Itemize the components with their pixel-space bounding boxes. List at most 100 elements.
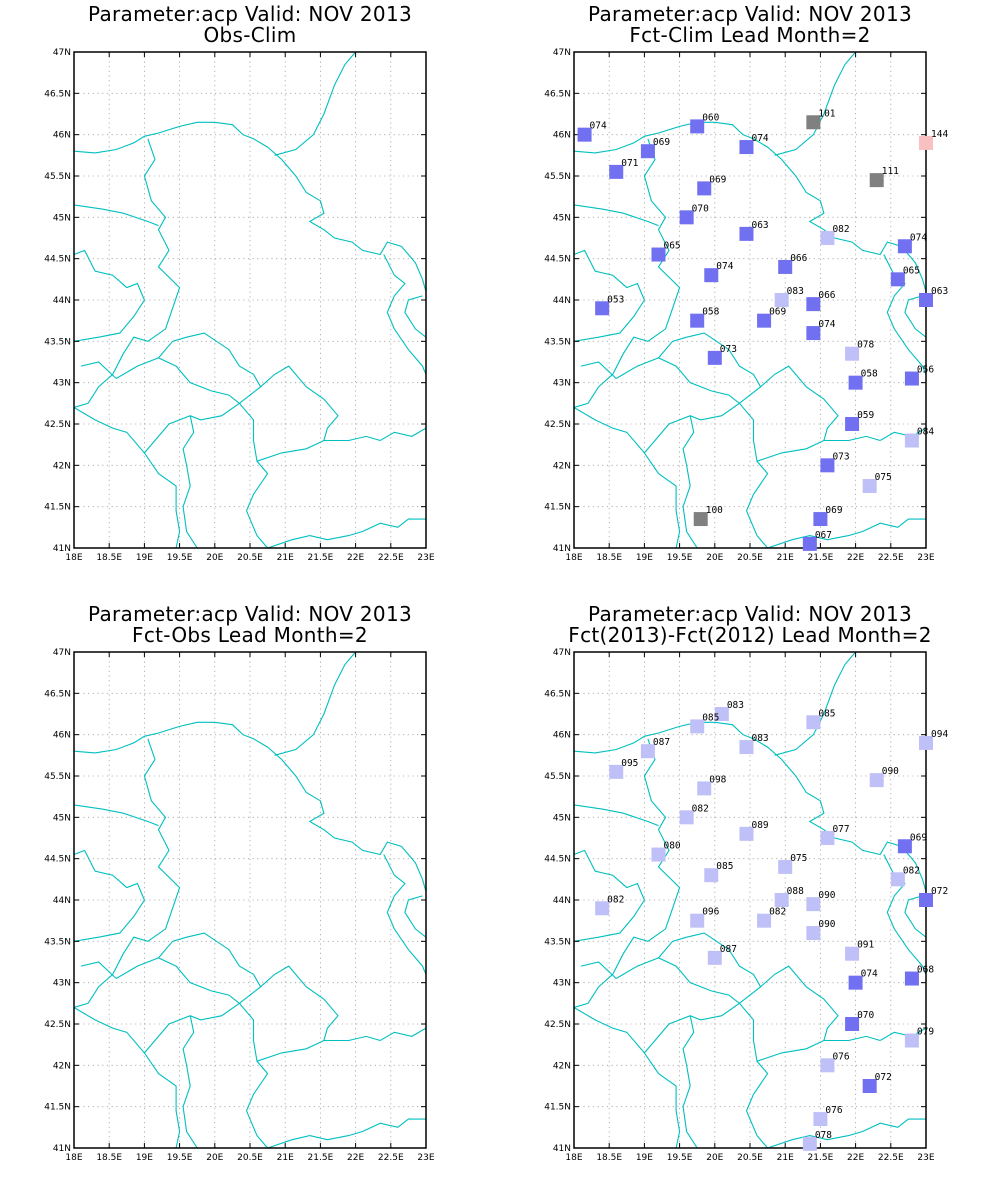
- border-line: [238, 1002, 269, 1148]
- station-marker: [820, 231, 835, 245]
- panel-title: Parameter:acp Valid: NOV 2013: [587, 2, 913, 26]
- station-value-label: 068: [917, 965, 934, 976]
- border-line: [658, 932, 762, 988]
- station-marker: [919, 735, 933, 750]
- border-line: [574, 1007, 681, 1148]
- map-panel-fct-obs: Parameter:acp Valid: NOV 2013 Fct-Obs Le…: [0, 600, 500, 1200]
- station-value-label: 070: [857, 1010, 874, 1021]
- station-value-label: 090: [882, 766, 899, 777]
- station-value-label: 089: [751, 820, 768, 831]
- lon-tick-label: 21.5E: [808, 1153, 834, 1163]
- border-line: [904, 895, 926, 938]
- country-borders: [74, 652, 426, 1148]
- station-marker: [904, 971, 919, 986]
- station-value-label: 100: [706, 505, 723, 516]
- station-marker: [609, 764, 624, 779]
- lat-tick-label: 46.5N: [544, 89, 571, 99]
- station-marker: [806, 926, 821, 941]
- station-value-label: 098: [709, 774, 726, 785]
- lon-tick-label: 19.5E: [167, 1153, 193, 1163]
- station-value-label: 090: [818, 919, 835, 930]
- station-marker: [904, 433, 919, 448]
- lat-tick-label: 46N: [553, 731, 571, 741]
- station-value-label: 082: [692, 803, 709, 814]
- station-value-label: 076: [825, 1105, 842, 1116]
- station-marker: [897, 239, 912, 254]
- station-value-label: 082: [607, 894, 624, 905]
- station-value-label: 078: [857, 340, 874, 351]
- station-marker: [848, 375, 863, 390]
- station-value-label: 065: [903, 265, 920, 276]
- border-line: [574, 721, 926, 892]
- station-value-label: 082: [903, 865, 920, 876]
- station-value-label: 082: [769, 907, 786, 918]
- border-line: [574, 738, 681, 1009]
- station-marker: [845, 346, 860, 361]
- lon-tick-label: 20.5E: [737, 1153, 763, 1163]
- border-line: [74, 204, 159, 227]
- lat-tick-label: 41.5N: [544, 503, 571, 513]
- station-layer: 083 085 085 087 083 094 095 098 090 082 089 077 069 0…: [595, 700, 948, 1151]
- station-marker: [757, 313, 772, 328]
- map-canvas: 18E 18.5E 19E 19.5E 20E 20.5E 21E 21.5E 22E 22.5E…: [544, 648, 948, 1163]
- lat-tick-label: 47N: [53, 48, 71, 58]
- lat-tick-label: 41N: [553, 1144, 571, 1154]
- station-marker: [919, 135, 933, 150]
- panel-subtitle: Obs-Clim: [203, 23, 297, 47]
- station-value-label: 071: [621, 158, 638, 169]
- border-line: [115, 357, 241, 454]
- lon-tick-label: 18E: [565, 1153, 582, 1163]
- station-value-label: 087: [653, 737, 670, 748]
- station-marker: [757, 913, 772, 928]
- lat-tick-label: 44N: [553, 296, 571, 306]
- station-value-label: 069: [769, 307, 786, 318]
- lat-tick-label: 41.5N: [44, 503, 71, 513]
- border-line: [239, 365, 339, 441]
- border-line: [738, 402, 769, 548]
- lon-tick-label: 22E: [847, 553, 864, 563]
- border-line: [74, 804, 159, 827]
- panel-subtitle: Fct-Clim Lead Month=2: [629, 23, 871, 47]
- lat-tick-label: 42N: [553, 1061, 571, 1071]
- station-value-label: 074: [861, 969, 878, 980]
- station-value-label: 074: [751, 133, 768, 144]
- station-marker: [806, 715, 821, 730]
- station-marker: [714, 707, 729, 721]
- border-line: [615, 357, 741, 454]
- station-marker: [707, 350, 722, 365]
- lon-tick-label: 21E: [277, 553, 294, 563]
- lon-tick-label: 21E: [277, 1153, 294, 1163]
- border-line: [739, 365, 839, 441]
- border-line: [738, 1002, 769, 1148]
- panel-title: Parameter:acp Valid: NOV 2013: [87, 602, 413, 626]
- border-line: [158, 332, 262, 388]
- lon-tick-label: 22E: [847, 1153, 864, 1163]
- border-line: [74, 721, 426, 892]
- station-marker: [904, 1033, 919, 1048]
- station-value-label: 090: [818, 890, 835, 901]
- station-value-label: 085: [716, 861, 733, 872]
- lon-tick-label: 20.5E: [237, 553, 263, 563]
- station-marker: [704, 268, 719, 283]
- lon-tick-label: 22.5E: [378, 553, 404, 563]
- border-line: [239, 965, 339, 1041]
- map-layer: 18E 18.5E 19E 19.5E 20E 20.5E 21E 21.5E 22E 22.5E…: [44, 48, 435, 563]
- lat-tick-label: 42.5N: [544, 1020, 571, 1030]
- border-line: [74, 849, 146, 942]
- lon-tick-label: 22.5E: [878, 1153, 904, 1163]
- station-value-label: 091: [857, 940, 874, 951]
- station-marker: [848, 975, 863, 990]
- border-line: [682, 1015, 698, 1148]
- station-marker: [679, 210, 694, 225]
- lat-tick-label: 44N: [53, 896, 71, 906]
- station-marker: [739, 740, 754, 755]
- station-marker: [813, 512, 828, 527]
- border-line: [879, 427, 926, 441]
- station-value-label: 076: [832, 1051, 849, 1062]
- station-marker: [845, 417, 860, 431]
- border-line: [615, 957, 741, 1054]
- station-marker: [806, 326, 821, 341]
- lon-tick-label: 22E: [347, 553, 364, 563]
- lon-tick-label: 20E: [706, 553, 723, 563]
- border-line: [574, 407, 681, 548]
